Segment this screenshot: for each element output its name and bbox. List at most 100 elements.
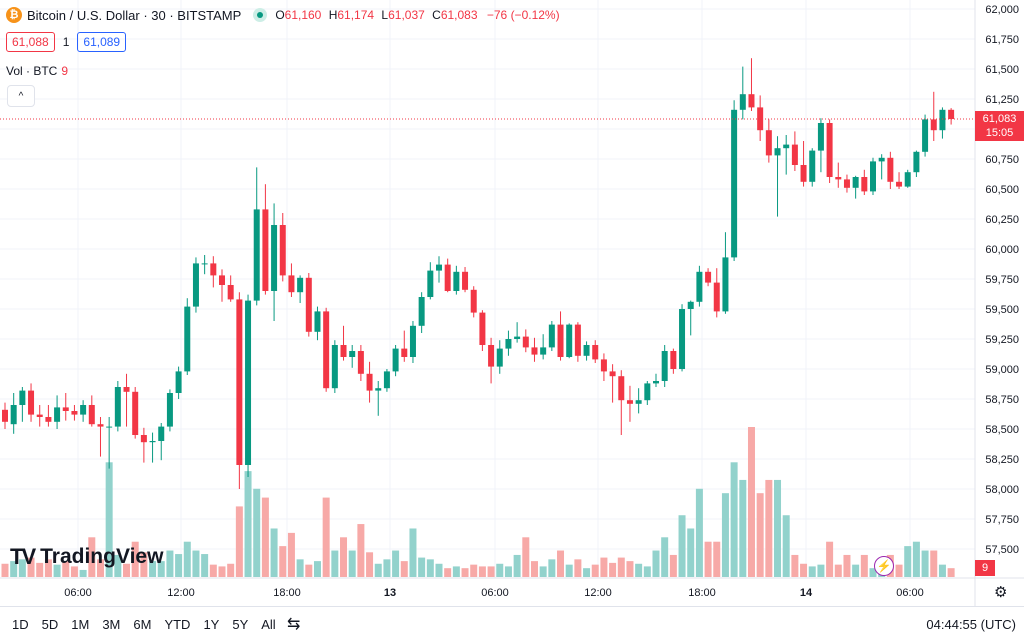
candle-body (444, 264, 451, 291)
candle-body (392, 348, 399, 372)
collapse-legend-button[interactable]: ^ (7, 85, 35, 107)
candle-body (36, 414, 43, 417)
candle (861, 169, 868, 195)
volume-bar (53, 564, 61, 577)
volume-bar (287, 532, 295, 577)
candle (132, 387, 139, 439)
candle (765, 119, 772, 163)
time-tick-label: 14 (800, 587, 813, 599)
range-1m[interactable]: 1M (71, 617, 90, 632)
utc-clock[interactable]: 04:44:55 (UTC) (926, 617, 1016, 632)
range-5d[interactable]: 5D (41, 617, 59, 632)
volume-bar (10, 561, 18, 577)
candle-body (462, 271, 469, 290)
candle-body (140, 435, 147, 443)
candle (462, 267, 469, 293)
candle (219, 269, 225, 302)
candle-body (592, 345, 599, 360)
candle (262, 184, 269, 295)
candle (514, 322, 521, 343)
range-1y[interactable]: 1Y (203, 617, 220, 632)
candle-body (826, 123, 833, 177)
volume-bar (27, 557, 35, 577)
candle (349, 345, 356, 368)
low-key: L (381, 8, 389, 22)
candle-body (930, 119, 937, 131)
candle-body (219, 275, 225, 285)
candle (800, 141, 807, 187)
candle-body (488, 345, 495, 367)
volume-bar (209, 564, 217, 577)
volume-bar (930, 550, 938, 577)
candle (444, 258, 451, 293)
time-tick-label: 12:00 (167, 587, 195, 599)
candle-body (375, 388, 382, 391)
candle (896, 172, 903, 189)
volume-bar (565, 564, 573, 577)
volume-bar (774, 479, 782, 577)
range-all[interactable]: All (261, 617, 276, 632)
candle (479, 310, 486, 351)
market-open-icon (253, 8, 268, 22)
candle-body (739, 94, 746, 110)
volume-bar (678, 515, 686, 577)
candle (557, 311, 564, 361)
volume-bar (435, 563, 443, 577)
candle-body (470, 289, 477, 313)
price-tick-label: 60,250 (985, 214, 1019, 226)
candle-body (835, 177, 842, 180)
tradingview-logo[interactable]: TV TradingView (10, 544, 163, 570)
compare-icon[interactable]: ⇆ (287, 616, 301, 633)
high-value: 61,174 (337, 8, 375, 22)
range-ytd[interactable]: YTD (164, 617, 191, 632)
candle (279, 213, 286, 282)
candle (748, 58, 755, 111)
range-6m[interactable]: 6M (133, 617, 152, 632)
symbol-title[interactable]: Bitcoin / U.S. Dollar · 30 · BITSTAMP (27, 7, 242, 23)
time-tick-label: 18:00 (273, 587, 301, 599)
candle (791, 131, 798, 171)
candle (757, 95, 764, 141)
gear-icon[interactable]: ⚙ (994, 584, 1008, 601)
volume-bar (695, 488, 703, 577)
candle-body (748, 94, 755, 108)
sell-button[interactable]: 61,088 (6, 32, 55, 52)
volume-bar (340, 537, 348, 577)
volume-bar (609, 562, 617, 577)
candle-body (349, 351, 356, 357)
range-1d[interactable]: 1D (12, 617, 29, 632)
open-key: O (275, 8, 285, 22)
volume-bar (791, 554, 799, 577)
volume-bar (852, 564, 860, 577)
range-3m[interactable]: 3M (102, 617, 121, 632)
candle (340, 325, 347, 361)
volume-bar (88, 537, 96, 577)
volume-bar (270, 528, 278, 577)
volume-bar (426, 559, 434, 577)
candle-body (713, 282, 720, 312)
candle-body (166, 393, 173, 427)
candle-body (401, 348, 408, 357)
volume-bar (96, 559, 104, 577)
candle-body (861, 177, 868, 192)
volume-bar (36, 562, 44, 577)
lightning-icon[interactable]: ⚡ (874, 556, 894, 576)
volume-bar (123, 563, 131, 577)
candle (88, 395, 95, 427)
volume-bar (765, 479, 773, 577)
chart-canvas[interactable]: 62,00061,75061,50061,25061,00060,75060,5… (0, 0, 1024, 606)
candle-body (210, 263, 217, 276)
candle-body (19, 390, 26, 405)
range-5y[interactable]: 5Y (232, 617, 249, 632)
candle-body (609, 371, 616, 377)
candle (97, 417, 104, 457)
price-tick-label: 59,000 (985, 364, 1019, 376)
candle-body (2, 409, 8, 422)
candle-body (383, 371, 390, 389)
candle (236, 292, 243, 489)
candle (331, 340, 338, 393)
candle (453, 265, 460, 295)
volume-bar (131, 541, 139, 577)
buy-button[interactable]: 61,089 (77, 32, 127, 52)
candle (71, 405, 78, 421)
